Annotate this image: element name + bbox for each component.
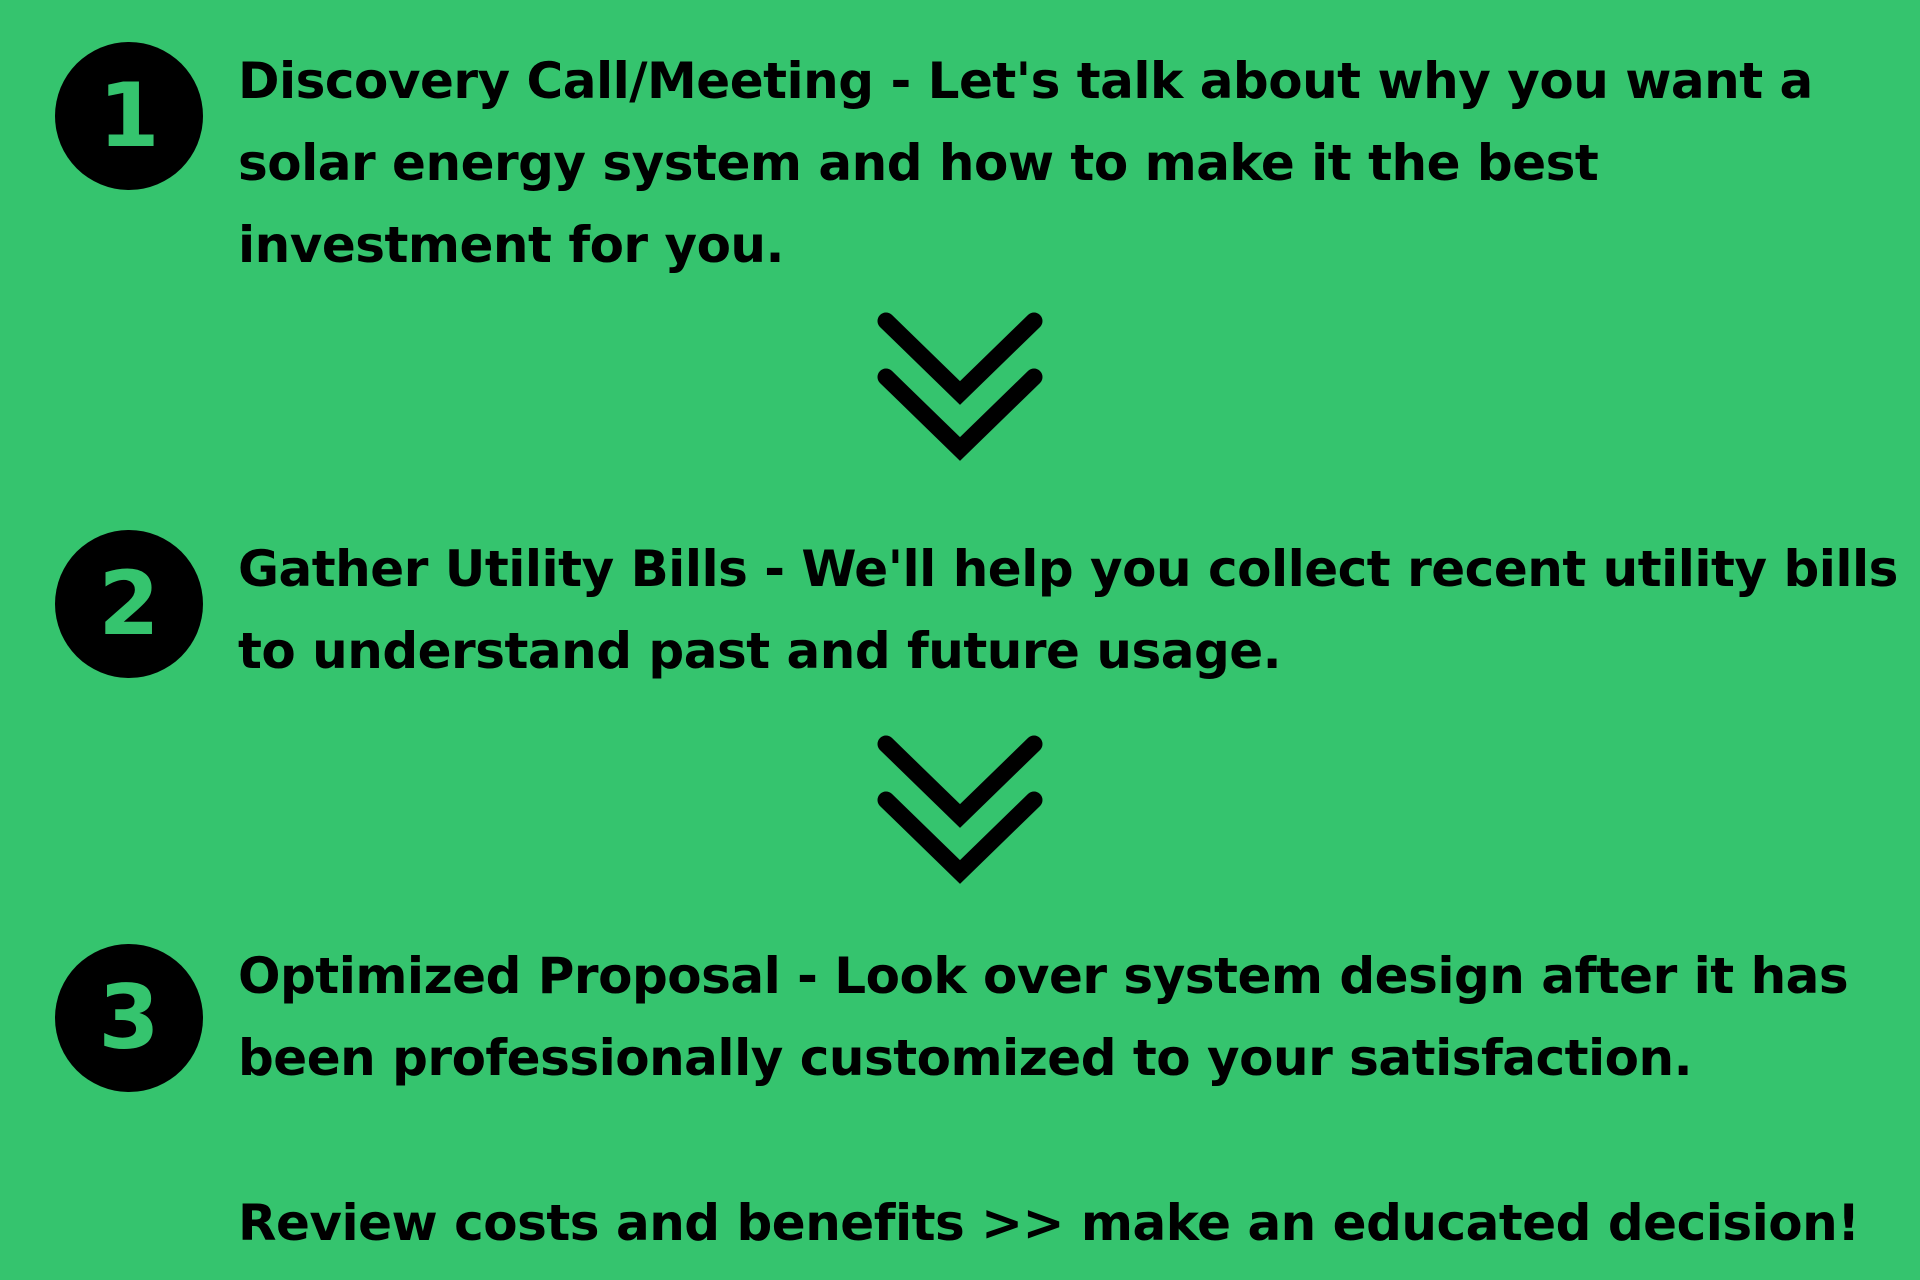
step-1-number-badge: 1 xyxy=(55,42,203,190)
step-3-number: 3 xyxy=(98,966,160,1069)
double-chevron-down-icon xyxy=(877,735,1043,884)
step-1-description: Discovery Call/Meeting - Let's talk abou… xyxy=(238,52,1813,274)
step-3-number-badge: 3 xyxy=(55,944,203,1092)
step-2-number-badge: 2 xyxy=(55,530,203,678)
step-1-number: 1 xyxy=(98,64,160,167)
step-3-description: Optimized Proposal - Look over system de… xyxy=(238,947,1849,1087)
step-2-number: 2 xyxy=(98,552,160,655)
step-2-description: Gather Utility Bills - We'll help you co… xyxy=(238,540,1898,680)
closing-call-to-action: Review costs and benefits >> make an edu… xyxy=(238,1194,1860,1252)
double-chevron-down-icon xyxy=(877,312,1043,461)
